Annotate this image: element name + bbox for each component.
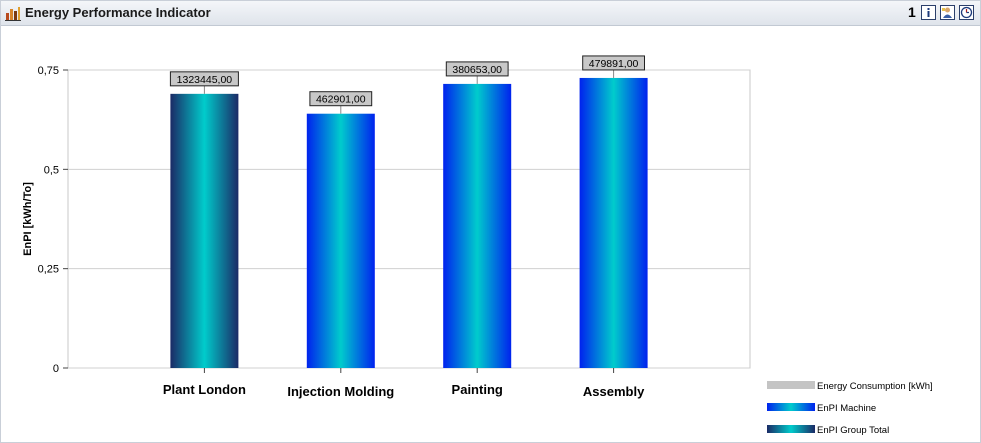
info-button[interactable] [921, 5, 936, 20]
y-axis-label: EnPI [kWh/To] [22, 182, 34, 256]
data-label: 1323445,00 [177, 74, 233, 86]
legend-swatch [767, 425, 815, 433]
data-label-box [582, 55, 646, 71]
bar-assembly[interactable] [579, 77, 648, 369]
clock-button[interactable] [959, 5, 974, 20]
y-tick-label: 0,75 [38, 65, 59, 77]
enpi-bar-chart: 0 0,25 0,5 0,75 EnPI [kWh/To] 1323445,00 462… [22, 55, 933, 436]
user-button[interactable] [940, 5, 955, 20]
data-label: 380653,00 [452, 64, 502, 76]
data-label: 462901,00 [316, 94, 366, 106]
y-tick-label: 0,25 [38, 264, 59, 276]
legend-swatch [767, 381, 815, 389]
bar-injection-molding[interactable] [306, 113, 375, 368]
info-icon [927, 8, 930, 17]
y-tick-label: 0 [53, 363, 59, 375]
legend-label: Energy Consumption [kWh] [817, 381, 933, 392]
clock-icon [960, 6, 973, 19]
chart-icon [5, 7, 21, 21]
plot-area [67, 69, 751, 369]
legend-label: EnPI Group Total [817, 425, 889, 436]
panel-titlebar: Energy Performance Indicator 1 [1, 1, 980, 26]
legend-label: EnPI Machine [817, 403, 876, 414]
panel-title: Energy Performance Indicator [25, 5, 211, 20]
data-label-box [445, 61, 509, 77]
x-tick-label: Painting [452, 382, 503, 397]
user-icon [942, 7, 952, 18]
data-label-box [169, 71, 239, 87]
x-tick-label: Injection Molding [287, 384, 394, 399]
data-label: 479891,00 [589, 58, 639, 70]
data-label-box [309, 91, 373, 107]
bar-painting[interactable] [443, 83, 512, 368]
x-tick-label: Assembly [583, 384, 645, 399]
legend-swatch [767, 403, 815, 411]
y-tick-label: 0,5 [44, 164, 59, 176]
bar-plant-london[interactable] [170, 93, 239, 368]
x-tick-label: Plant London [163, 382, 246, 397]
page-number: 1 [908, 4, 916, 20]
